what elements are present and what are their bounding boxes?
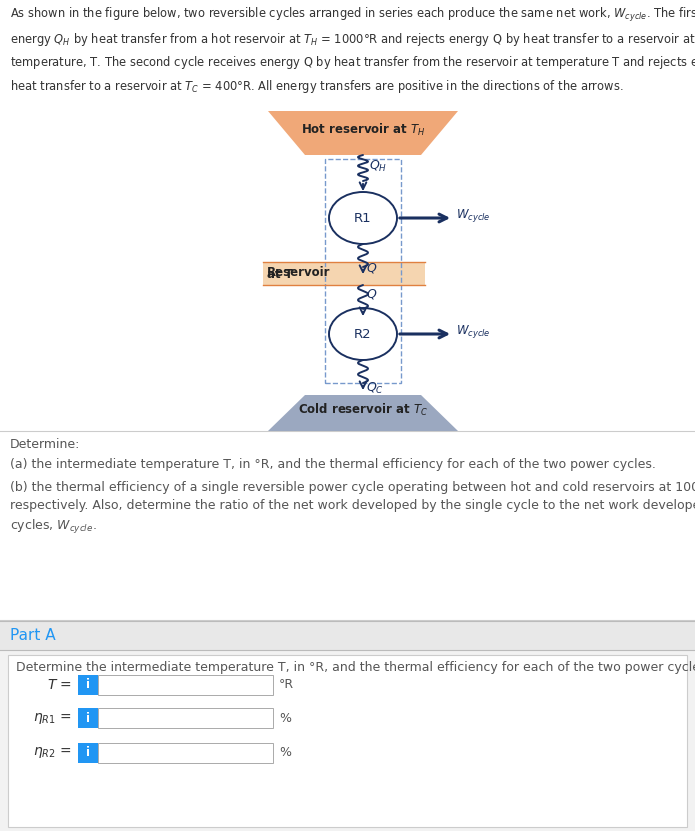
- Text: R2: R2: [354, 327, 372, 341]
- Bar: [0, 650, 695, 831]
- Bar: [325, 159, 401, 383]
- Text: $Q$: $Q$: [366, 261, 377, 275]
- Bar: [98, 675, 273, 695]
- Text: i: i: [86, 711, 90, 725]
- Bar: [0, 621, 695, 650]
- Text: i: i: [86, 678, 90, 691]
- Bar: [98, 708, 273, 728]
- Ellipse shape: [329, 308, 397, 360]
- Polygon shape: [268, 395, 458, 431]
- Text: %: %: [279, 711, 291, 725]
- Text: As shown in the figure below, two reversible cycles arranged in series each prod: As shown in the figure below, two revers…: [10, 6, 695, 95]
- Bar: [78, 743, 98, 763]
- Text: Reservoir: Reservoir: [267, 266, 331, 279]
- Text: Determine:: Determine:: [10, 438, 81, 451]
- Text: (b) the thermal efficiency of a single reversible power cycle operating between : (b) the thermal efficiency of a single r…: [10, 481, 695, 536]
- Text: i: i: [86, 746, 90, 760]
- Text: $W_{cycle}$: $W_{cycle}$: [456, 208, 491, 224]
- Polygon shape: [268, 111, 458, 155]
- Text: $Q_C$: $Q_C$: [366, 381, 384, 396]
- Text: R1: R1: [354, 212, 372, 224]
- Text: Part A: Part A: [10, 628, 56, 643]
- Bar: [98, 743, 273, 763]
- Text: $Q$: $Q$: [366, 287, 377, 301]
- Text: Determine the intermediate temperature T, in °R, and the thermal efficiency for : Determine the intermediate temperature T…: [16, 661, 695, 674]
- Text: $\eta_{R2}$ =: $\eta_{R2}$ =: [33, 745, 72, 760]
- Bar: [78, 675, 98, 695]
- Text: °R: °R: [279, 678, 294, 691]
- Ellipse shape: [329, 192, 397, 244]
- Text: %: %: [279, 746, 291, 760]
- Bar: [0, 0, 695, 431]
- Text: (a) the intermediate temperature T, in °R, and the thermal efficiency for each o: (a) the intermediate temperature T, in °…: [10, 458, 656, 471]
- Text: Hot reservoir at $T_H$: Hot reservoir at $T_H$: [301, 122, 425, 138]
- Bar: [0, 430, 695, 621]
- Text: $W_{cycle}$: $W_{cycle}$: [456, 323, 491, 341]
- Text: $\eta_{R1}$ =: $\eta_{R1}$ =: [33, 711, 72, 725]
- Bar: [8, 655, 687, 827]
- Text: Cold reservoir at $T_C$: Cold reservoir at $T_C$: [298, 402, 428, 418]
- Text: $T$ =: $T$ =: [47, 678, 72, 692]
- Bar: [263, 262, 425, 285]
- Bar: [78, 708, 98, 728]
- Text: $Q_H$: $Q_H$: [369, 159, 387, 174]
- Text: at T: at T: [267, 268, 293, 281]
